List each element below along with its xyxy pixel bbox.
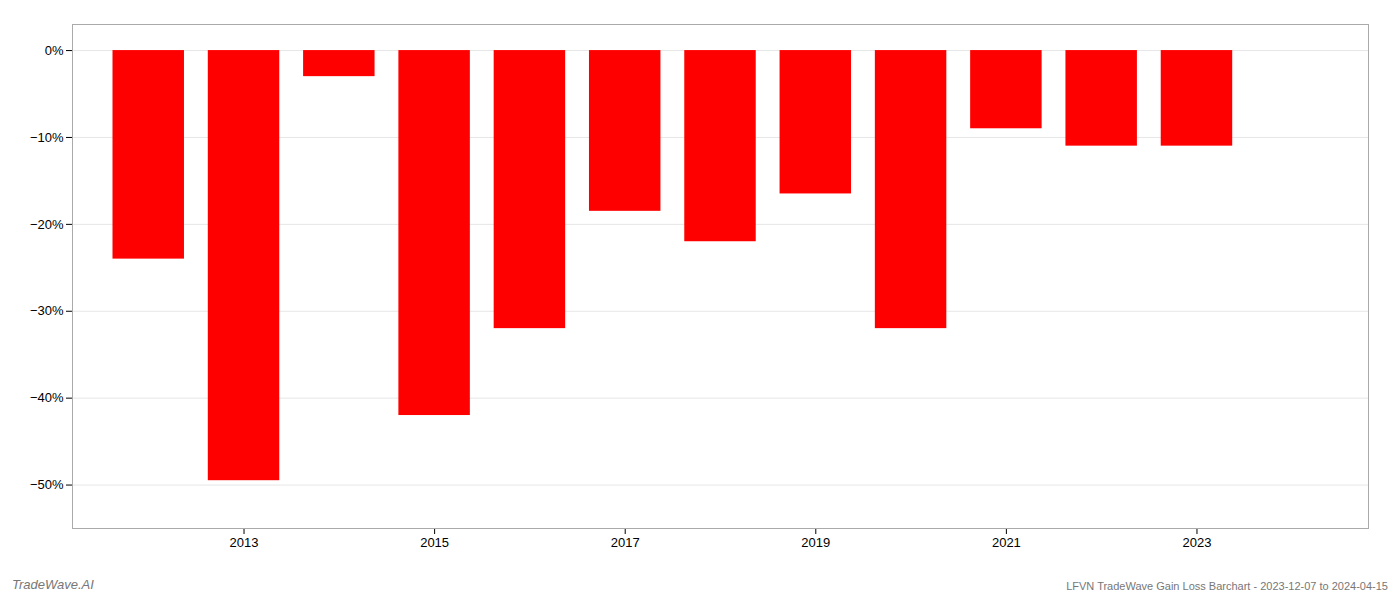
html-text:LFVN TradeWave Gain Loss Barch: LFVN TradeWave Gain Loss Barchart - 2023… [1066, 580, 1388, 592]
svg-text:−30%: −30% [30, 303, 64, 318]
svg-text:2013: 2013 [230, 535, 259, 550]
svg-text:0%: 0% [45, 43, 64, 58]
svg-text:−40%: −40% [30, 390, 64, 405]
svg-text:−50%: −50% [30, 477, 64, 492]
svg-text:−20%: −20% [30, 217, 64, 232]
html-text:TradeWave.AI: TradeWave.AI [12, 577, 94, 592]
svg-text:2023: 2023 [1183, 535, 1212, 550]
svg-text:2015: 2015 [420, 535, 449, 550]
svg-text:−10%: −10% [30, 130, 64, 145]
svg-text:2021: 2021 [992, 535, 1021, 550]
svg-text:2017: 2017 [611, 535, 640, 550]
svg-text:2019: 2019 [801, 535, 830, 550]
